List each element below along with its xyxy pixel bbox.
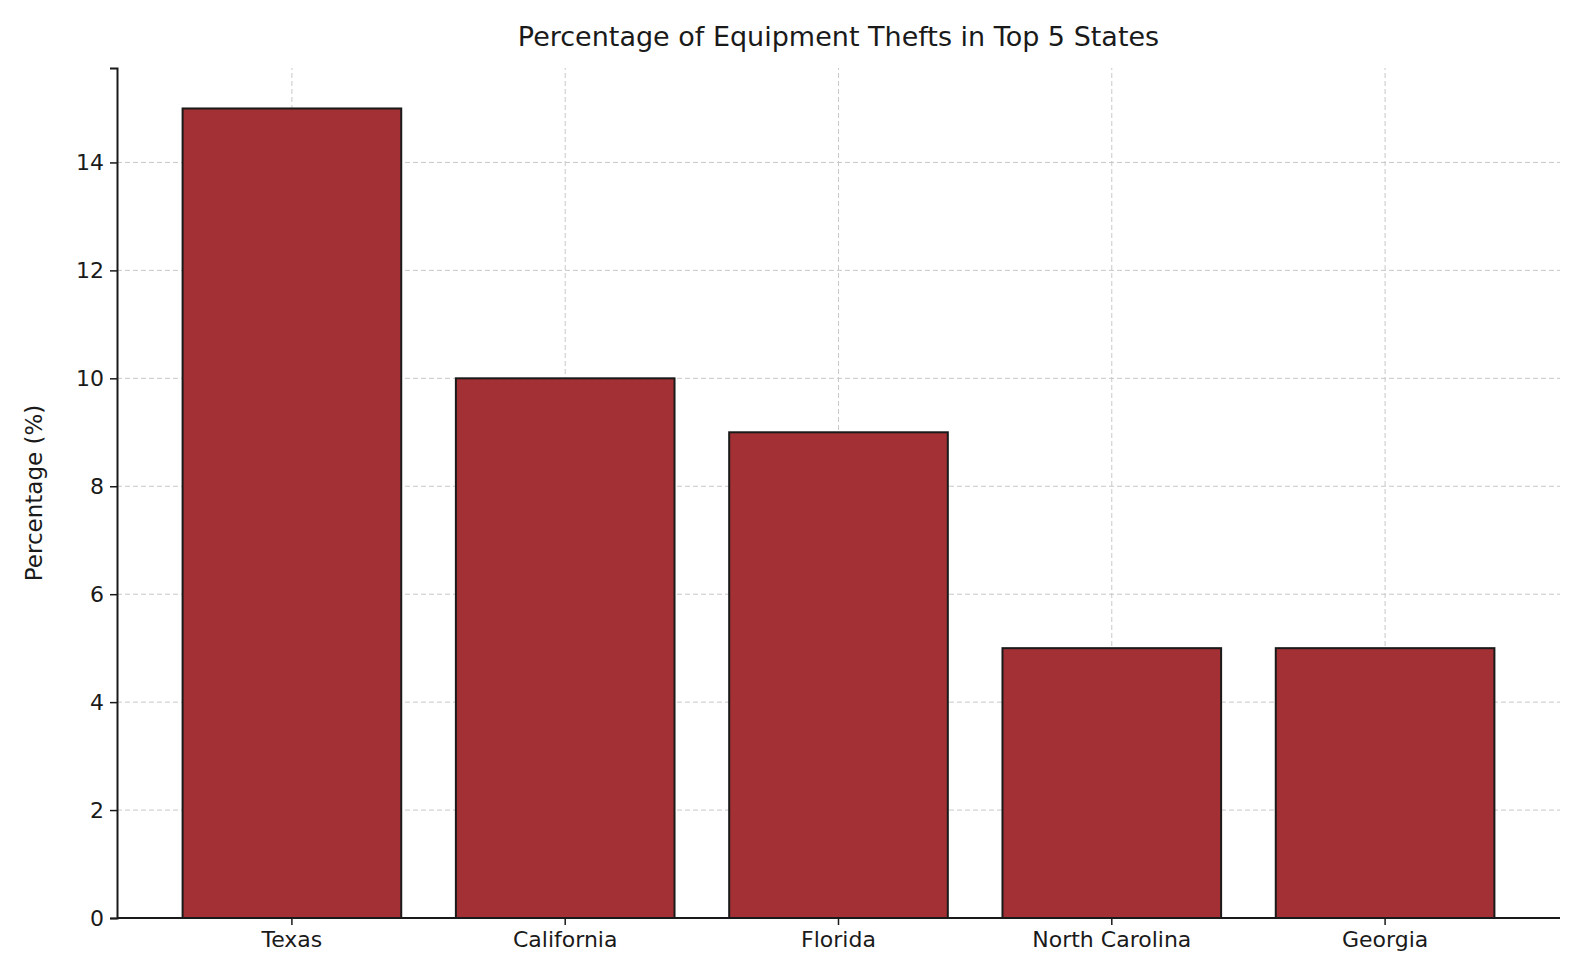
x-axis: Texas California Florida North Carolina Geor…: [117, 918, 1560, 952]
y-tick-label: 14: [76, 150, 104, 175]
bar: [1002, 648, 1221, 918]
x-tick-label: Florida: [801, 927, 876, 952]
y-tick-mark: [110, 810, 117, 812]
y-axis-title: Percentage (%): [21, 405, 47, 582]
x-tick: Texas: [261, 918, 323, 952]
y-tick-label: 2: [90, 798, 104, 823]
x-tick: Florida: [801, 918, 876, 952]
x-tick: North Carolina: [1032, 918, 1191, 952]
y-tick: 6: [90, 582, 117, 607]
x-tick-label: North Carolina: [1032, 927, 1191, 952]
y-tick: 12: [76, 258, 117, 283]
bar: [729, 432, 948, 918]
y-axis: 0 2 4 6 8 10 12 14: [76, 69, 118, 931]
y-tick-mark: [110, 378, 117, 380]
chart: 0 2 4 6 8 10 12 14 Texas California Florida North C…: [0, 0, 1580, 980]
y-tick: 14: [76, 150, 117, 175]
y-tick-label: 4: [90, 690, 104, 715]
y-tick: 2: [90, 798, 117, 823]
y-axis-line: [110, 69, 118, 919]
x-tick-label: Georgia: [1342, 927, 1428, 952]
x-tick: Georgia: [1342, 918, 1428, 952]
x-tick-mark: [291, 918, 293, 925]
y-tick: 4: [90, 690, 117, 715]
y-tick-label: 8: [90, 474, 104, 499]
grid: [117, 68, 1560, 918]
bar: [1276, 648, 1495, 918]
y-tick-label: 10: [76, 366, 104, 391]
x-tick-label: California: [513, 927, 617, 952]
y-tick-label: 6: [90, 582, 104, 607]
y-tick: 10: [76, 366, 117, 391]
x-tick-mark: [1111, 918, 1113, 925]
y-tick-mark: [110, 594, 117, 596]
y-tick-mark: [110, 918, 117, 920]
bar: [456, 378, 675, 918]
y-tick-mark: [110, 486, 117, 488]
bars: [183, 108, 1495, 918]
title: Percentage of Equipment Thefts in Top 5 …: [518, 21, 1159, 52]
y-tick-label: 12: [76, 258, 104, 283]
x-tick-mark: [1384, 918, 1386, 925]
x-tick-mark: [838, 918, 840, 925]
y-tick: 8: [90, 474, 117, 499]
y-tick-label: 0: [90, 906, 104, 931]
x-tick: California: [513, 918, 617, 952]
y-tick-mark: [110, 162, 117, 164]
y-tick: 0: [90, 906, 117, 931]
x-tick-label: Texas: [261, 927, 323, 952]
y-tick-mark: [110, 702, 117, 704]
y-tick-mark: [110, 270, 117, 272]
bar: [183, 108, 402, 918]
x-tick-mark: [564, 918, 566, 925]
